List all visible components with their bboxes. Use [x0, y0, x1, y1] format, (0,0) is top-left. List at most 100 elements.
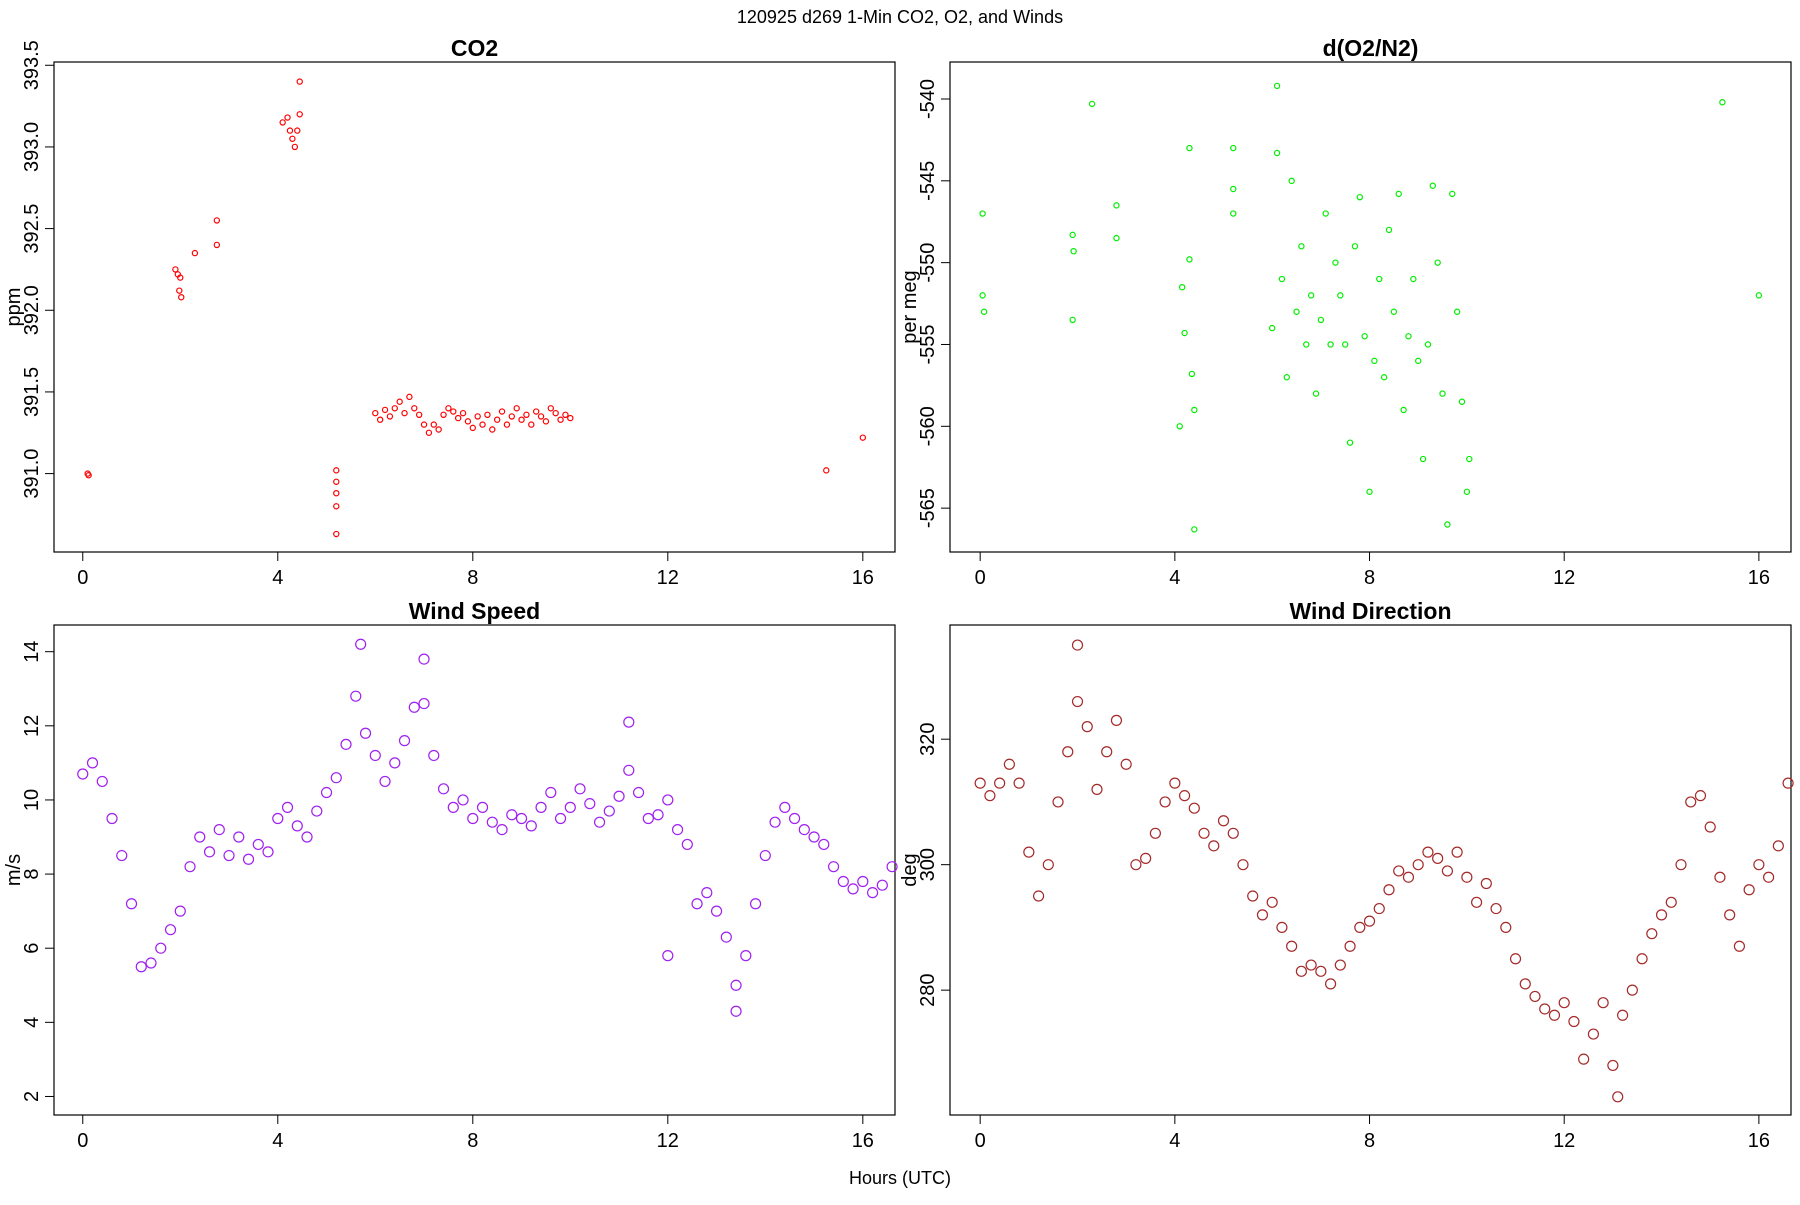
data-point	[1429, 182, 1436, 189]
data-point	[1354, 921, 1366, 934]
y-axis-label: ppm	[3, 288, 25, 327]
data-point	[1655, 909, 1668, 921]
data-point	[291, 143, 299, 151]
data-point	[1110, 714, 1123, 726]
data-point	[808, 831, 820, 843]
data-point	[974, 777, 986, 789]
data-point	[355, 638, 367, 650]
data-point	[233, 831, 245, 843]
data-point	[827, 861, 840, 873]
data-point	[542, 418, 550, 425]
data-point	[1490, 902, 1502, 915]
data-point	[418, 653, 430, 665]
data-point	[557, 416, 564, 423]
data-point	[994, 777, 1006, 789]
data-point	[320, 786, 333, 799]
y-tick-label: -550	[917, 243, 939, 283]
data-point	[96, 775, 108, 788]
data-point	[554, 812, 567, 825]
data-point	[116, 849, 128, 862]
data-point	[435, 426, 442, 433]
data-point	[333, 490, 340, 497]
data-point	[469, 424, 476, 432]
data-point	[1283, 374, 1290, 381]
data-point	[652, 809, 664, 821]
data-point	[1317, 316, 1325, 324]
x-tick-label: 12	[1553, 567, 1575, 589]
data-point	[125, 898, 138, 910]
data-point	[1069, 316, 1076, 324]
data-point	[1432, 852, 1444, 864]
data-point	[1449, 190, 1456, 198]
data-point	[213, 241, 221, 249]
data-point	[1548, 1009, 1561, 1021]
data-point	[301, 831, 313, 843]
data-point	[1351, 243, 1359, 250]
data-point	[493, 416, 501, 423]
y-axis-label: m/s	[3, 854, 25, 886]
data-point	[411, 405, 418, 412]
y-tick-label: -555	[917, 324, 939, 364]
data-point	[1782, 777, 1794, 789]
data-point	[379, 775, 391, 788]
data-point	[1419, 455, 1427, 463]
y-axis-label: deg	[899, 853, 921, 886]
x-tick-label: 12	[657, 567, 679, 589]
x-tick-label: 8	[467, 567, 478, 589]
data-point	[437, 783, 450, 795]
panel-title: Wind Speed	[409, 598, 540, 624]
data-point	[1402, 871, 1415, 883]
data-point	[1230, 185, 1237, 193]
data-point	[1500, 921, 1512, 934]
data-point	[847, 883, 859, 895]
data-point	[1307, 292, 1315, 299]
data-point	[823, 467, 830, 474]
data-point	[1383, 884, 1395, 896]
panel-title: CO2	[451, 35, 498, 61]
data-point	[213, 823, 225, 836]
data-point	[623, 764, 635, 776]
data-point	[1113, 202, 1120, 209]
plot-frame	[53, 624, 896, 1116]
data-point	[450, 408, 457, 415]
data-point	[369, 749, 381, 762]
data-point	[289, 135, 296, 142]
data-point	[330, 772, 342, 784]
data-point	[430, 421, 437, 428]
data-point	[184, 861, 196, 873]
data-point	[1217, 815, 1230, 827]
data-point	[77, 768, 89, 780]
data-point	[406, 393, 413, 401]
data-point	[1324, 978, 1337, 990]
data-point	[1191, 406, 1198, 414]
data-point	[1169, 777, 1181, 789]
data-point	[1305, 959, 1317, 971]
data-point	[642, 812, 654, 825]
data-point	[194, 831, 206, 843]
data-point	[1385, 226, 1393, 234]
data-point	[203, 846, 216, 858]
data-point	[1176, 423, 1183, 430]
data-point	[445, 405, 452, 412]
data-point	[1558, 997, 1570, 1009]
x-tick-label: 16	[852, 1130, 874, 1152]
data-point	[350, 690, 362, 702]
data-point	[1390, 308, 1398, 315]
data-point	[1181, 329, 1188, 337]
y-tick-label: -560	[917, 406, 939, 446]
y-tick-label: 6	[21, 943, 43, 954]
data-point	[1470, 896, 1483, 908]
data-point	[1612, 1091, 1624, 1103]
data-point	[740, 950, 752, 962]
data-point	[428, 749, 440, 762]
data-point	[886, 861, 898, 873]
data-point	[535, 801, 547, 813]
data-point	[1081, 721, 1093, 733]
data-point	[172, 266, 179, 273]
data-point	[1191, 526, 1198, 533]
page-title: 120925 d269 1-Min CO2, O2, and Winds	[737, 7, 1063, 27]
data-point	[979, 210, 986, 217]
data-point	[603, 805, 615, 817]
data-point	[1149, 827, 1161, 839]
data-point	[1400, 406, 1407, 414]
